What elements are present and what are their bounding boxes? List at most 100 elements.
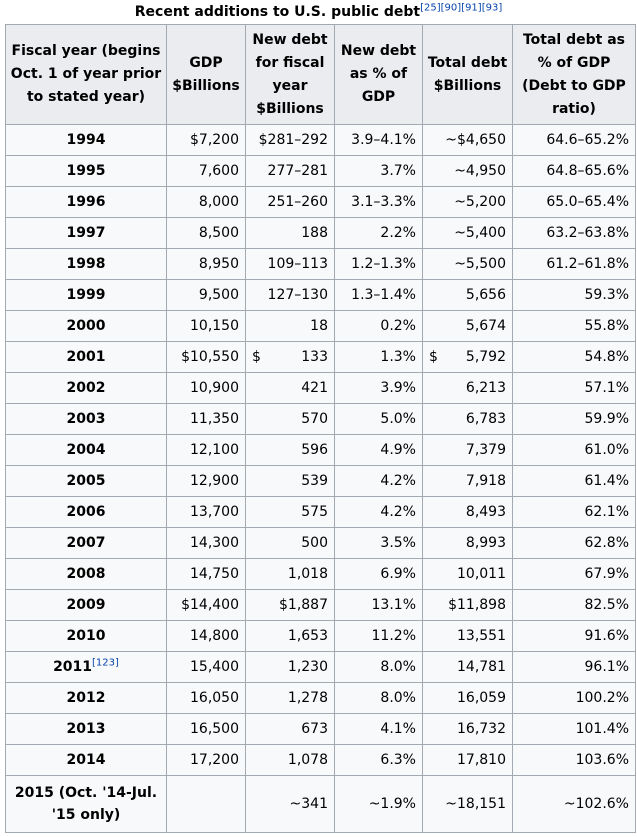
cell-new-debt: 539 [245,465,335,497]
cell-gdp: 14,800 [166,620,246,652]
cell-new-debt-pct: 3.7% [334,155,423,187]
cell-fiscal-year: 2013 [5,713,167,745]
cell-fiscal-year: 2007 [5,527,167,559]
cell-new-debt-pct: ~1.9% [334,775,423,833]
cell-gdp [166,775,246,833]
header-total-debt: Total debt $Billions [422,24,513,125]
cell-total-debt-pct: 61.0% [512,434,636,466]
cell-total-debt-pct: 62.8% [512,527,636,559]
table-row: 2009 $14,400 $1,887 13.1% $11,898 82.5% [5,589,636,621]
cell-total-debt-pct: 59.9% [512,403,636,435]
cell-total-debt-pct: 96.1% [512,651,636,683]
cell-fiscal-year: 2006 [5,496,167,528]
cell-new-debt: 575 [245,496,335,528]
table-row: 2008 14,750 1,018 6.9% 10,011 67.9% [5,558,636,590]
cell-fiscal-year: 2009 [5,589,167,621]
cell-gdp: 14,750 [166,558,246,590]
cell-total-debt-pct: 67.9% [512,558,636,590]
table-row: 1995 7,600 277–281 3.7% ~4,950 64.8–65.6% [5,155,636,187]
cell-fiscal-year: 1999 [5,279,167,311]
table-row: 2006 13,700 575 4.2% 8,493 62.1% [5,496,636,528]
cell-new-debt: 1,278 [245,682,335,714]
year-reference[interactable]: [123] [92,657,119,669]
cell-total-debt-pct: 59.3% [512,279,636,311]
cell-total-debt-pct: 54.8% [512,341,636,373]
cell-new-debt: 1,018 [245,558,335,590]
cell-new-debt: 1,078 [245,744,335,776]
cell-total-debt: $11,898 [422,589,513,621]
cell-new-debt-pct: 11.2% [334,620,423,652]
table-body: 1994 $7,200 $281–292 3.9–4.1% ~$4,650 64.6–65… [5,124,636,833]
header-row: Fiscal year (begins Oct. 1 of year prior… [5,24,636,125]
cell-new-debt-pct: 1.3–1.4% [334,279,423,311]
table-row: 2010 14,800 1,653 11.2% 13,551 91.6% [5,620,636,652]
public-debt-table: Fiscal year (begins Oct. 1 of year prior… [5,24,636,833]
cell-total-debt: 5,674 [422,310,513,342]
cell-fiscal-year: 1998 [5,248,167,280]
cell-new-debt: 673 [245,713,335,745]
cell-new-debt-pct: 3.1–3.3% [334,186,423,218]
cell-total-debt-pct: ~102.6% [512,775,636,833]
caption-text: Recent additions to U.S. public debt [134,4,421,20]
cell-total-debt-pct: 100.2% [512,682,636,714]
cell-total-debt: 16,732 [422,713,513,745]
cell-gdp: 7,600 [166,155,246,187]
cell-new-debt: $281–292 [245,124,335,156]
table-row: 2015 (Oct. '14-Jul. '15 only) ~341 ~1.9% ~1… [5,775,636,833]
cell-gdp: 8,500 [166,217,246,249]
cell-fiscal-year: 1996 [5,186,167,218]
cell-total-debt-pct: 61.4% [512,465,636,497]
header-gdp: GDP $Billions [166,24,246,125]
table-row: 1994 $7,200 $281–292 3.9–4.1% ~$4,650 64.6–65… [5,124,636,156]
cell-total-debt: 8,493 [422,496,513,528]
table-row: 2004 12,100 596 4.9% 7,379 61.0% [5,434,636,466]
cell-new-debt-pct: 4.1% [334,713,423,745]
cell-new-debt: $133 [245,341,335,373]
table-row: 2005 12,900 539 4.2% 7,918 61.4% [5,465,636,497]
cell-gdp: 12,100 [166,434,246,466]
cell-new-debt: 1,653 [245,620,335,652]
cell-gdp: $10,550 [166,341,246,373]
cell-fiscal-year: 2001 [5,341,167,373]
table-row: 1996 8,000 251–260 3.1–3.3% ~5,200 65.0–65.4% [5,186,636,218]
caption-references[interactable]: [25][90][91][93] [420,2,503,14]
cell-new-debt: 421 [245,372,335,404]
cell-total-debt: 7,379 [422,434,513,466]
cell-total-debt: 6,213 [422,372,513,404]
cell-new-debt: 109–113 [245,248,335,280]
table-row: 2007 14,300 500 3.5% 8,993 62.8% [5,527,636,559]
cell-fiscal-year: 1995 [5,155,167,187]
table-row: 2001 $10,550 $133 1.3% $5,792 54.8% [5,341,636,373]
cell-total-debt: ~18,151 [422,775,513,833]
cell-new-debt: 251–260 [245,186,335,218]
cell-total-debt-pct: 101.4% [512,713,636,745]
cell-new-debt-pct: 13.1% [334,589,423,621]
table-row: 2002 10,900 421 3.9% 6,213 57.1% [5,372,636,404]
cell-new-debt-pct: 5.0% [334,403,423,435]
cell-gdp: $14,400 [166,589,246,621]
cell-fiscal-year: 2003 [5,403,167,435]
cell-gdp: 17,200 [166,744,246,776]
cell-total-debt: ~5,500 [422,248,513,280]
cell-new-debt: ~341 [245,775,335,833]
header-new-debt: New debt for fiscal year $Billions [245,24,335,125]
cell-fiscal-year: 1994 [5,124,167,156]
cell-new-debt-pct: 8.0% [334,651,423,683]
cell-gdp: $7,200 [166,124,246,156]
cell-new-debt-pct: 4.2% [334,496,423,528]
cell-total-debt: ~5,400 [422,217,513,249]
cell-total-debt: 13,551 [422,620,513,652]
cell-total-debt-pct: 91.6% [512,620,636,652]
cell-new-debt-pct: 2.2% [334,217,423,249]
cell-fiscal-year: 2002 [5,372,167,404]
cell-fiscal-year: 2010 [5,620,167,652]
table-row: 1999 9,500 127–130 1.3–1.4% 5,656 59.3% [5,279,636,311]
cell-total-debt: 10,011 [422,558,513,590]
table-row: 2003 11,350 570 5.0% 6,783 59.9% [5,403,636,435]
cell-gdp: 16,500 [166,713,246,745]
cell-gdp: 8,000 [166,186,246,218]
cell-total-debt: 6,783 [422,403,513,435]
cell-new-debt: 570 [245,403,335,435]
cell-gdp: 15,400 [166,651,246,683]
cell-total-debt-pct: 63.2–63.8% [512,217,636,249]
